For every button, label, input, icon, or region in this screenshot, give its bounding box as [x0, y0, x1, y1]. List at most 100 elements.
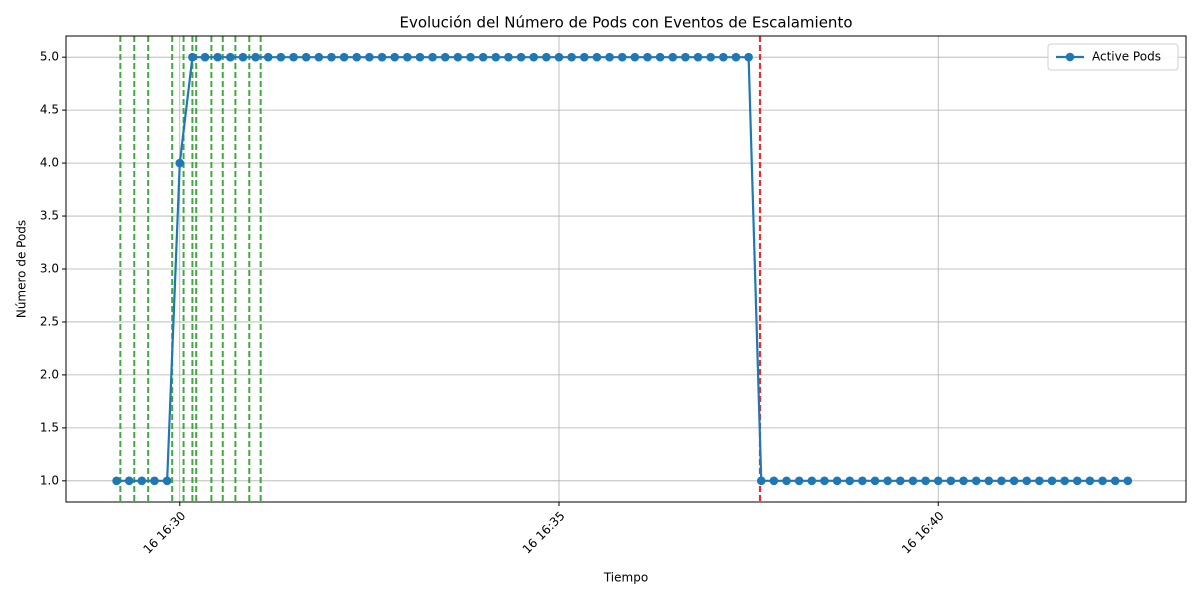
data-point	[124, 476, 134, 486]
data-point	[504, 52, 513, 62]
data-point	[769, 476, 779, 486]
data-point	[921, 476, 930, 486]
data-point	[112, 476, 121, 486]
data-point	[162, 476, 172, 486]
data-point	[150, 476, 159, 486]
legend-label: Active Pods	[1092, 50, 1161, 64]
data-point	[1022, 476, 1032, 486]
data-point	[554, 52, 564, 62]
x-axis-label: Tiempo	[603, 571, 648, 585]
data-point	[390, 52, 399, 62]
data-point	[971, 476, 981, 486]
data-point	[605, 52, 614, 62]
data-point	[251, 52, 260, 62]
data-point	[175, 158, 185, 168]
y-tick-label: 3.5	[40, 209, 59, 223]
data-point	[984, 476, 994, 486]
data-point	[592, 52, 602, 62]
data-point	[352, 52, 362, 62]
data-point	[529, 52, 539, 62]
data-point	[238, 52, 248, 62]
data-point	[858, 476, 867, 486]
data-point	[415, 52, 425, 62]
data-point	[1047, 476, 1057, 486]
data-point	[263, 52, 273, 62]
data-point	[314, 52, 324, 62]
data-point	[579, 52, 589, 62]
data-point	[1060, 476, 1069, 486]
data-point	[440, 52, 450, 62]
data-point	[997, 476, 1006, 486]
y-tick-label: 4.5	[40, 103, 59, 117]
x-tick-label: 16 16:35	[520, 509, 568, 557]
y-axis-label: Número de Pods	[15, 220, 29, 318]
data-point	[377, 52, 387, 62]
data-point	[617, 52, 627, 62]
legend-box	[1047, 43, 1179, 71]
data-point	[756, 476, 766, 486]
y-tick-label: 3.0	[40, 262, 59, 276]
data-point	[820, 476, 829, 486]
data-point	[731, 52, 741, 62]
data-point	[478, 52, 488, 62]
data-point	[1085, 476, 1095, 486]
data-point	[807, 476, 817, 486]
data-point	[782, 476, 791, 486]
data-point	[794, 476, 804, 486]
data-point	[630, 52, 640, 62]
data-point	[908, 476, 918, 486]
data-point	[1072, 476, 1082, 486]
data-point	[188, 52, 197, 62]
data-point	[301, 52, 311, 62]
data-point	[542, 52, 551, 62]
data-point	[655, 52, 665, 62]
data-point	[946, 476, 956, 486]
data-point	[466, 52, 475, 62]
data-point	[339, 52, 349, 62]
data-point	[883, 476, 892, 486]
data-point	[719, 52, 728, 62]
data-point	[706, 52, 715, 62]
x-tick-label: 16 16:40	[899, 509, 947, 557]
data-point	[845, 476, 855, 486]
y-tick-label: 1.5	[40, 420, 59, 434]
data-point	[327, 52, 336, 62]
data-point	[959, 476, 968, 486]
data-point	[403, 52, 412, 62]
data-point	[896, 476, 905, 486]
data-point	[1123, 476, 1133, 486]
y-tick-label: 5.0	[40, 50, 59, 64]
data-point	[681, 52, 690, 62]
data-point	[453, 52, 463, 62]
data-point	[933, 476, 943, 486]
data-point	[213, 52, 222, 62]
data-point	[1009, 476, 1019, 486]
chart-title: Evolución del Número de Pods con Eventos…	[399, 14, 852, 32]
data-point	[365, 52, 374, 62]
data-point	[289, 52, 298, 62]
plot-frame	[65, 35, 1187, 503]
data-point	[643, 52, 652, 62]
data-point	[1098, 476, 1107, 486]
data-point	[1110, 476, 1120, 486]
data-point	[137, 476, 147, 486]
data-point	[491, 52, 501, 62]
y-tick-label: 2.0	[40, 367, 59, 381]
data-point	[1035, 476, 1044, 486]
x-tick-label: 16 16:30	[141, 509, 189, 557]
y-tick-label: 1.0	[40, 473, 59, 487]
legend-marker	[1065, 52, 1075, 62]
y-tick-label: 4.0	[40, 156, 59, 170]
data-point	[832, 476, 842, 486]
data-point	[870, 476, 880, 486]
data-point	[428, 52, 437, 62]
data-point	[693, 52, 703, 62]
data-point	[668, 52, 678, 62]
data-point	[226, 52, 235, 62]
data-point	[200, 52, 210, 62]
data-point	[276, 52, 286, 62]
data-point	[744, 52, 753, 62]
y-tick-label: 2.5	[40, 314, 59, 328]
data-point	[516, 52, 526, 62]
